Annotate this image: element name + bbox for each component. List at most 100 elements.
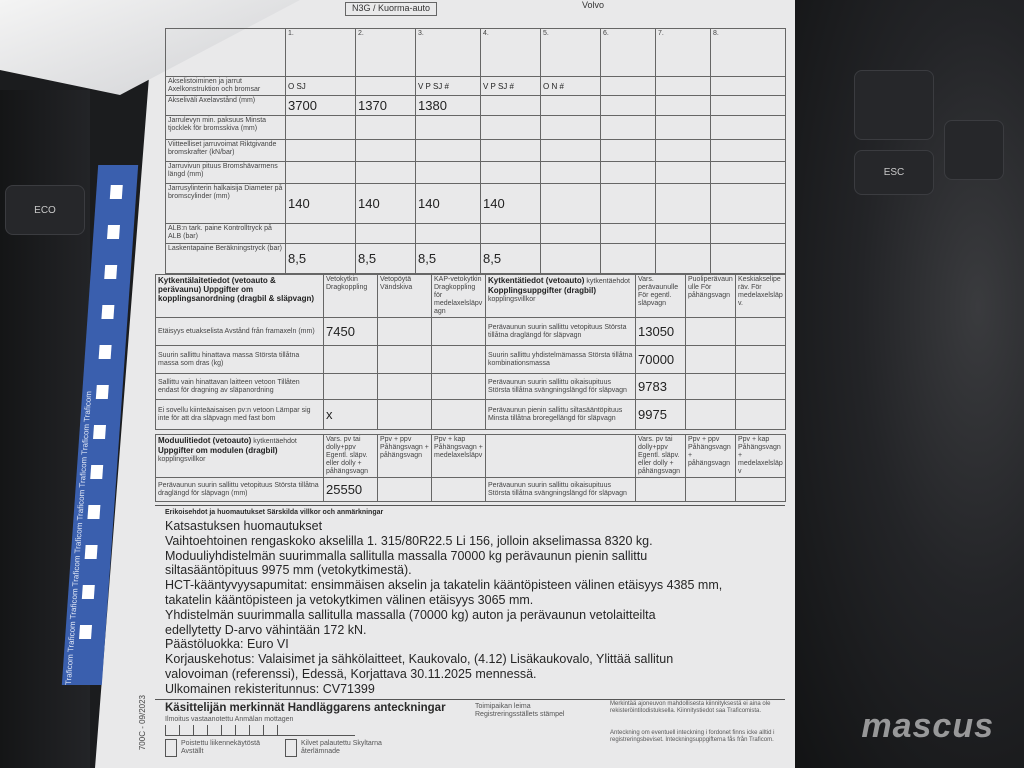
- note-line: Yhdistelmän suurimmalla sallitulla massa…: [165, 607, 656, 622]
- mascus-watermark: mascus: [861, 707, 994, 745]
- cell-value: 8,5: [285, 243, 356, 274]
- eco-label: ECO: [34, 204, 56, 216]
- col-header: Puoliperävaunulle För påhängsvagn: [685, 274, 736, 318]
- cell-value: V P SJ #: [480, 76, 541, 96]
- empty-cell: [655, 223, 711, 244]
- right-label: Perävaunun suurin sallittu vetopituus St…: [485, 317, 636, 346]
- empty-cell: [600, 115, 656, 140]
- coupling-title: Kytkentälaitetiedot (vetoauto & perävaun…: [155, 274, 324, 318]
- cell-value: 140: [415, 183, 481, 224]
- table-row: Jarrusylinterin halkaisija Diameter på b…: [165, 183, 786, 224]
- right-title-fi: Kytkentätiedot (vetoauto): [488, 276, 585, 285]
- cell-value: [415, 223, 481, 244]
- esc-label: ESC: [883, 167, 905, 178]
- col-header: Vetokytkin Dragkoppling: [323, 274, 378, 318]
- empty-cell: [710, 161, 786, 184]
- cell-value: O N #: [540, 76, 601, 96]
- cell-value: 1370: [355, 95, 416, 116]
- table-row: ALB:n tark. paine Kontrolltryck på ALB (…: [165, 223, 786, 244]
- wheel-arrow-right: [944, 120, 1004, 180]
- row-value: 7450: [323, 317, 378, 346]
- empty-cell: [540, 161, 601, 184]
- right-value: 9975: [635, 399, 686, 430]
- right-title-sv: Kopplingsuppgifter (dragbil): [488, 286, 596, 295]
- empty-cell: [600, 76, 656, 96]
- note-line: valovoiman (referenssi), Edessä, Korjatt…: [165, 666, 537, 681]
- right-value: 70000: [635, 345, 686, 374]
- cell-value: [480, 95, 541, 116]
- cell-value: [355, 223, 416, 244]
- empty-cell: [710, 183, 786, 224]
- note-line: Korjauskehotus: Valaisimet ja sähkölaitt…: [165, 652, 674, 667]
- empty-cell: [655, 76, 711, 96]
- cell-value: [480, 161, 541, 184]
- empty-cell: [655, 95, 711, 116]
- table-row: Suurin sallittu hinattava massa Största …: [155, 345, 786, 374]
- col-number: 8.: [710, 28, 786, 77]
- col-number: 4.: [480, 28, 541, 77]
- handler-title: Käsittelijän merkinnät Handläggarens ant…: [165, 701, 446, 714]
- cell-value: 140: [480, 183, 541, 224]
- empty-cell: [600, 161, 656, 184]
- col-header: KAP-vetokytkin Dragkoppling för medelaxe…: [431, 274, 486, 318]
- document-body: 1. 2. 3. 4. 5. 6. 7. 8. Akselistoiminen …: [155, 28, 786, 758]
- cell-value: [285, 223, 356, 244]
- note-line: takatelin kääntöpisteen ja vetokytkimen …: [165, 592, 534, 607]
- module-sub-sv: kopplingsvillkor: [158, 456, 206, 463]
- right-label: Perävaunun suurin sallittu oikaisupituus…: [485, 373, 636, 400]
- received-label: Ilmoitus vastaanotettu Anmälan mottagen: [165, 715, 294, 723]
- empty-cell: [600, 139, 656, 162]
- col-number: 3.: [415, 28, 481, 77]
- empty-cell: [710, 243, 786, 274]
- cell-value: 3700: [285, 95, 356, 116]
- note-line: Vaihtoehtoinen rengaskoko akselilla 1. 3…: [165, 533, 653, 548]
- vehicle-class: N3G / Kuorma-auto: [345, 2, 438, 16]
- empty-cell: [600, 95, 656, 116]
- cell-value: 1380: [415, 95, 481, 116]
- module-title-fi: Moduulitiedot (vetoauto): [158, 436, 252, 445]
- cell-value: 8,5: [415, 243, 481, 274]
- empty-cell: [655, 183, 711, 224]
- right-title: Kytkentätiedot (vetoauto) kytkentäehdot K…: [485, 274, 636, 318]
- row-label: Perävaunun suurin sallittu vetopituus St…: [155, 477, 324, 502]
- empty-cell: [710, 95, 786, 116]
- empty-cell: [540, 183, 601, 224]
- col-header: Vetopöytä Vändskiva: [377, 274, 432, 318]
- empty-cell: [600, 243, 656, 274]
- cell-value: [415, 161, 481, 184]
- note-line: edellytetty D-arvo vähintään 172 kN.: [165, 622, 367, 637]
- empty-cell: [710, 139, 786, 162]
- notes-title: Erikoisehdot ja huomautukset Särskilda v…: [165, 509, 384, 516]
- empty-cell: [540, 223, 601, 244]
- header-cell: [165, 28, 286, 77]
- cell-value: [355, 161, 416, 184]
- empty-cell: [485, 434, 636, 478]
- empty-cell: [540, 115, 601, 140]
- row-label: Akselistoiminen ja jarrut Axelkonstrukti…: [165, 76, 286, 96]
- row-value: x: [323, 399, 378, 430]
- row-label: ALB:n tark. paine Kontrolltryck på ALB (…: [165, 223, 286, 244]
- row-label: Sallittu vain hinattavan laitteen vetoon…: [155, 373, 324, 400]
- col-number: 1.: [285, 28, 356, 77]
- row-label: Viitteelliset jarruvoimat Riktgivande br…: [165, 139, 286, 162]
- lien-note-fi: Merkintää ajoneuvon mahdollisesta kiinni…: [610, 700, 771, 714]
- module-sub-fi: kytkentäehdot: [253, 438, 297, 445]
- table-row: Laskentapaine Beräkningstryck (bar) 8,5 8,…: [165, 243, 786, 274]
- stamp-label: Toimipaikan leima Registreringsställets …: [475, 702, 565, 718]
- vehicle-make: Volvo: [582, 0, 605, 10]
- form-code: 700C - 09/2023: [138, 695, 147, 751]
- checkbox-plates-label: Kilvet palautettu Skyltarna återlämnade: [301, 739, 382, 755]
- col-number: 5.: [540, 28, 601, 77]
- cell-value: [355, 76, 416, 96]
- table-row: Etäisyys etuakselista Avstånd från frama…: [155, 317, 786, 346]
- note-line: Katsastuksen huomautukset: [165, 519, 323, 533]
- table-row: Jarrulevyn min. paksuus Minsta tjocklek …: [165, 115, 786, 140]
- row-value: 25550: [323, 477, 378, 502]
- cell-value: [285, 115, 356, 140]
- cell-value: [480, 139, 541, 162]
- row-label: Laskentapaine Beräkningstryck (bar): [165, 243, 286, 274]
- checkbox-deregistered-label: Poistettu liikennekäytöstä Avställt: [181, 739, 260, 755]
- note-line: Moduuliyhdistelmän suurimmalla sallitull…: [165, 548, 648, 563]
- empty-cell: [600, 223, 656, 244]
- received-date-field: [165, 724, 355, 736]
